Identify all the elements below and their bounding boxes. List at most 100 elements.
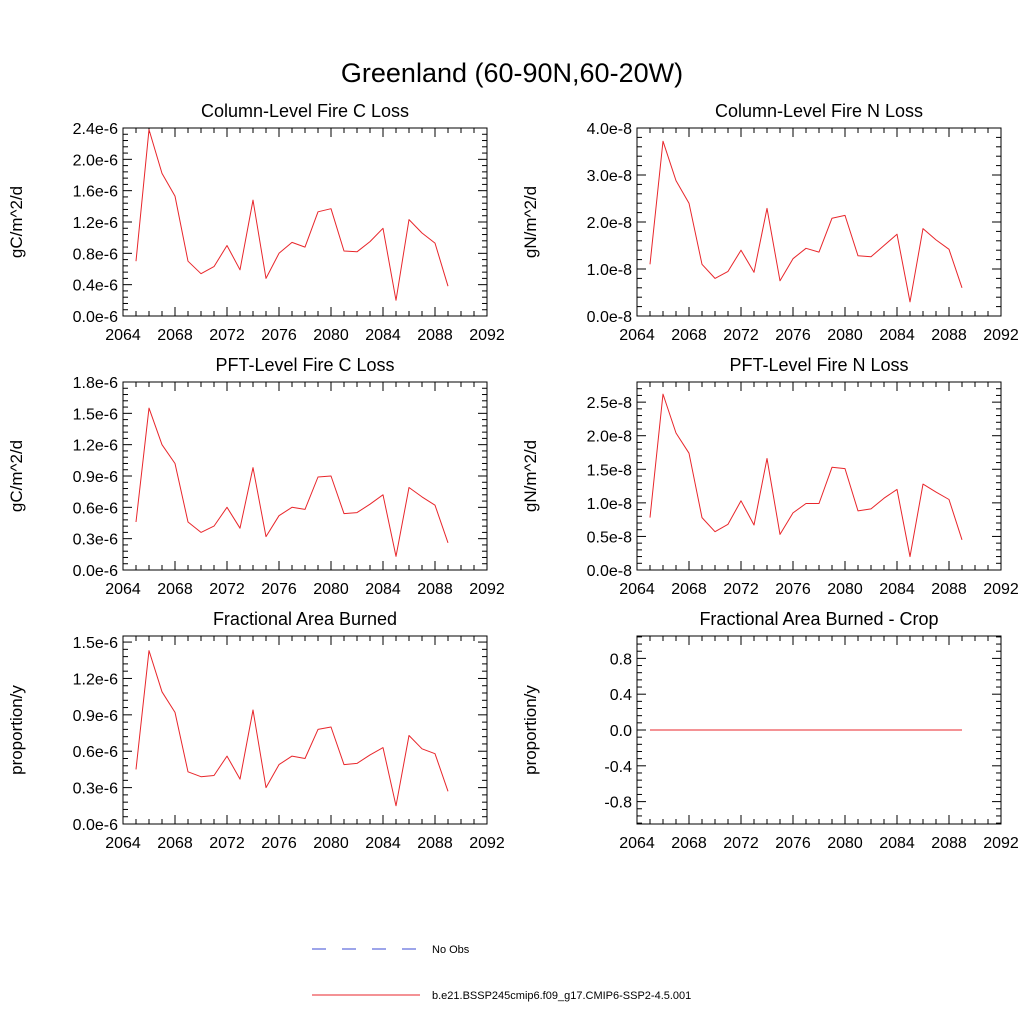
x-tick-label: 2092 [983,327,1019,344]
x-tick-label: 2080 [313,327,349,344]
x-tick-label: 2084 [879,581,915,598]
x-tick-label: 2064 [105,581,141,598]
plot-frame [636,127,1002,317]
y-axis-label: proportion/y [7,685,26,775]
x-tick-label: 2064 [619,327,655,344]
chart-panel-3: PFT-Level Fire C Loss 2064 2068 2072 2076 208… [7,355,505,598]
panel-title: PFT-Level Fire N Loss [729,355,908,375]
y-tick-label: -0.8 [604,795,632,812]
y-tick-label: 1.5e-8 [587,462,632,479]
x-tick-label: 2088 [931,327,967,344]
x-tick-label: 2088 [417,835,453,852]
y-tick-label: 1.2e-6 [73,671,118,688]
x-tick-label: 2088 [931,835,967,852]
y-tick-label: 1.2e-6 [73,438,118,455]
y-axis-label: gN/m^2/d [521,186,540,258]
x-tick-label: 2092 [983,835,1019,852]
y-tick-label: 1.2e-6 [73,215,118,232]
y-tick-label: 0.5e-8 [587,529,632,546]
x-tick-label: 2072 [209,581,245,598]
x-tick-label: 2072 [209,835,245,852]
x-tick-label: 2084 [365,835,401,852]
x-tick-label: 2084 [365,327,401,344]
x-tick-label: 2072 [723,327,759,344]
legend-no-obs-label: No Obs [432,944,470,956]
x-tick-label: 2068 [157,835,193,852]
y-tick-label: 0.4e-6 [73,278,118,295]
x-tick-label: 2092 [469,835,505,852]
y-tick-label: 4.0e-8 [587,121,632,138]
chart-panel-6: Fractional Area Burned - Crop 2064 2068 207… [521,609,1019,852]
x-tick-label: 2072 [723,835,759,852]
legend-model-label: b.e21.BSSP245cmip6.f09_g17.CMIP6-SSP2-4.… [432,990,691,1002]
panels-group: Column-Level Fire C Loss 2064 2068 2072 2076… [7,101,1019,852]
y-tick-label: 3.0e-8 [587,168,632,185]
x-tick-label: 2064 [105,835,141,852]
x-tick-label: 2092 [469,327,505,344]
x-tick-label: 2068 [671,581,707,598]
panel-title: Fractional Area Burned - Crop [699,609,938,629]
y-tick-label: 0.8 [610,651,632,668]
x-tick-label: 2088 [417,581,453,598]
x-tick-label: 2084 [879,327,915,344]
y-axis-label: proportion/y [521,685,540,775]
x-tick-label: 2080 [827,327,863,344]
plot-frame [636,381,1002,571]
x-tick-label: 2088 [931,581,967,598]
y-axis-label: gN/m^2/d [521,440,540,512]
x-tick-label: 2092 [469,581,505,598]
y-tick-label: 1.5e-6 [73,406,118,423]
y-tick-label: 1.0e-8 [587,496,632,513]
x-tick-label: 2084 [879,835,915,852]
x-tick-label: 2072 [209,327,245,344]
x-tick-label: 2076 [261,835,297,852]
chart-panel-4: PFT-Level Fire N Loss 2064 2068 2072 2076 208… [521,355,1019,598]
y-tick-label: 0.3e-6 [73,781,118,798]
y-tick-label: 0.3e-6 [73,532,118,549]
y-tick-label: 0.0e-6 [73,817,118,834]
x-tick-label: 2084 [365,581,401,598]
x-tick-label: 2064 [619,835,655,852]
y-tick-label: 0.0e-8 [587,563,632,580]
panel-title: Column-Level Fire C Loss [201,101,409,121]
y-tick-label: 0.9e-6 [73,469,118,486]
series-line [649,140,963,303]
chart-panel-2: Column-Level Fire N Loss 2064 2068 2072 2076… [521,101,1019,344]
figure-title: Greenland (60-90N,60-20W) [341,58,683,88]
panel-title: Fractional Area Burned [213,609,397,629]
x-tick-label: 2088 [417,327,453,344]
x-tick-label: 2076 [261,327,297,344]
y-tick-label: 0.9e-6 [73,708,118,725]
x-tick-label: 2076 [775,327,811,344]
legend: No Obs b.e21.BSSP245cmip6.f09_g17.CMIP6-… [312,944,691,1002]
x-tick-label: 2076 [775,835,811,852]
x-tick-label: 2076 [261,581,297,598]
y-tick-label: 1.6e-6 [73,184,118,201]
y-tick-label: 2.4e-6 [73,121,118,138]
x-tick-label: 2068 [671,835,707,852]
series-line [135,129,449,301]
x-tick-label: 2072 [723,581,759,598]
plot-frame [122,635,488,825]
plot-frame [122,127,488,317]
chart-panel-5: Fractional Area Burned 2064 2068 2072 2076 20… [7,609,505,852]
x-tick-label: 2068 [157,327,193,344]
x-tick-label: 2092 [983,581,1019,598]
x-tick-label: 2064 [619,581,655,598]
x-tick-label: 2076 [775,581,811,598]
y-tick-label: 1.5e-6 [73,635,118,652]
x-tick-label: 2080 [313,835,349,852]
y-tick-label: 0.6e-6 [73,500,118,517]
y-tick-label: 0.0e-6 [73,563,118,580]
y-tick-label: 2.0e-8 [587,215,632,232]
y-tick-label: 2.5e-8 [587,395,632,412]
y-tick-label: 0.6e-6 [73,744,118,761]
y-tick-label: 0.0 [610,723,632,740]
series-line [135,407,449,557]
x-tick-label: 2068 [157,581,193,598]
panel-title: Column-Level Fire N Loss [715,101,923,121]
y-axis-label: gC/m^2/d [7,440,26,512]
y-tick-label: 0.0e-8 [587,309,632,326]
y-tick-label: 0.4 [610,687,632,704]
